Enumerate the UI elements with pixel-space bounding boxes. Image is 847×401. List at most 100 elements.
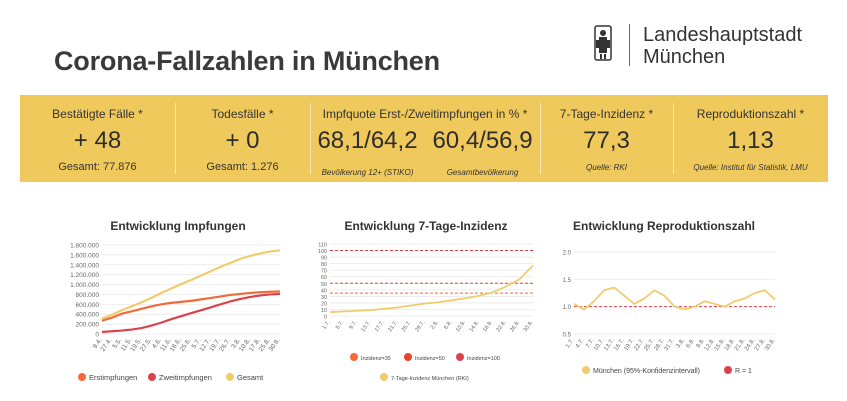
legend-marker xyxy=(582,366,590,374)
legend-label: 7-Tage-Inzidenz München (RKI) xyxy=(391,376,469,382)
x-tick-label: 6.8. xyxy=(686,337,697,349)
stat-incidence-value: 77,3 xyxy=(583,127,630,154)
chart-title: Entwicklung Impfungen xyxy=(110,219,245,233)
x-tick-label: 29.7. xyxy=(414,319,426,333)
y-tick-label: 1.400.000 xyxy=(70,262,99,269)
y-tick-label: 600.000 xyxy=(76,302,100,309)
x-tick-label: 7.7. xyxy=(585,337,596,349)
legend-label: R = 1 xyxy=(735,368,752,375)
x-tick-label: 31.7. xyxy=(664,337,677,352)
legend-marker xyxy=(226,373,234,381)
y-tick-label: 800.000 xyxy=(76,292,100,299)
x-tick-label: 6.8. xyxy=(443,319,453,330)
y-tick-label: 110 xyxy=(318,243,327,249)
x-tick-label: 1.7. xyxy=(321,319,331,330)
y-tick-label: 1.0 xyxy=(563,305,572,311)
x-tick-label: 2.8. xyxy=(430,319,440,330)
stat-deaths-value: + 0 xyxy=(225,127,260,154)
stat-vaccination-value-total: 60,4/56,9 xyxy=(432,127,533,154)
x-tick-label: 22.8. xyxy=(496,319,508,333)
legend-label: Inzidenz=35 xyxy=(361,356,391,362)
city-logo: Landeshauptstadt München xyxy=(588,24,802,68)
y-tick-label: 60 xyxy=(321,275,327,281)
stat-vaccination-label: Impfquote Erst-/Zweitimpfungen in % * xyxy=(322,107,528,121)
stat-reproduction: Reproduktionszahl * 1,13 Quelle: Institu… xyxy=(673,95,828,182)
series-line xyxy=(101,249,281,320)
brand-divider xyxy=(629,24,630,66)
stat-deaths-total: Gesamt: 1.276 xyxy=(206,161,279,173)
page-title: Corona-Fallzahlen in München xyxy=(54,46,440,76)
legend-label: München (95%-Konfidenzintervall) xyxy=(593,368,700,375)
stat-reproduction-label: Reproduktionszahl * xyxy=(696,107,805,121)
chart-title: Entwicklung 7-Tage-Inzidenz xyxy=(344,219,507,233)
y-tick-label: 100 xyxy=(318,249,327,255)
x-tick-label: 13.7. xyxy=(360,319,372,333)
legend-marker xyxy=(404,353,412,361)
y-tick-label: 30 xyxy=(321,295,327,301)
y-tick-label: 0.5 xyxy=(563,333,572,339)
y-tick-label: 400.000 xyxy=(76,312,100,319)
chart-vaccinations: Entwicklung Impfungen 1.800.000 1.600.000 1… xyxy=(60,210,290,390)
legend-label: Zweitimpfungen xyxy=(159,373,212,382)
x-tick-label: 5.7. xyxy=(335,319,345,330)
x-tick-label: 21.7. xyxy=(387,319,399,333)
stat-cases-total: Gesamt: 77.876 xyxy=(58,161,137,173)
y-tick-label: 40 xyxy=(321,288,327,294)
stat-cases: Bestätigte Fälle * + 48 Gesamt: 77.876 xyxy=(20,95,175,182)
y-tick-label: 2.0 xyxy=(563,251,572,257)
x-tick-label: 25.7. xyxy=(401,319,413,333)
chart-reproduction: Entwicklung Reproduktionszahl 2.0 1.5 1.0 0.… xyxy=(560,210,790,390)
y-tick-label: 70 xyxy=(321,269,327,275)
stat-incidence-label: 7-Tage-Inzidenz * xyxy=(559,107,654,121)
stat-vaccination-note-12plus: Bevölkerung 12+ (STIKO) xyxy=(321,168,414,177)
legend-marker xyxy=(724,366,732,374)
stat-reproduction-value: 1,13 xyxy=(727,127,774,154)
y-tick-label: 1.600.000 xyxy=(70,252,99,259)
stats-bar: Bestätigte Fälle * + 48 Gesamt: 77.876 T… xyxy=(20,95,828,182)
legend-label: Inzidenz=50 xyxy=(415,356,445,362)
y-tick-label: 200.000 xyxy=(76,322,100,329)
legend-label: Inzidenz=100 xyxy=(467,356,500,362)
y-tick-label: 90 xyxy=(321,256,327,262)
chart-incidence: Entwicklung 7-Tage-Inzidenz 110 100 90 80 70 6… xyxy=(318,210,548,390)
y-tick-label: 1.5 xyxy=(563,278,572,284)
y-tick-label: 1.800.000 xyxy=(70,243,99,250)
series-line xyxy=(329,264,534,313)
stat-incidence: 7-Tage-Inzidenz * 77,3 Quelle: RKI xyxy=(540,95,673,182)
brand-line-1: Landeshauptstadt xyxy=(643,24,803,46)
stat-vaccination: Impfquote Erst-/Zweitimpfungen in % * 68… xyxy=(310,95,540,182)
stat-cases-label: Bestätigte Fälle * xyxy=(52,107,143,121)
y-tick-label: 80 xyxy=(321,262,327,268)
legend-label: Gesamt xyxy=(237,373,264,382)
stat-deaths-label: Todesfälle * xyxy=(211,107,274,121)
stat-incidence-source: Quelle: RKI xyxy=(586,163,627,172)
y-tick-label: 1.200.000 xyxy=(70,272,99,279)
stat-vaccination-value-12plus: 68,1/64,2 xyxy=(317,127,418,154)
x-tick-label: 30.8. xyxy=(764,337,777,352)
y-tick-label: 50 xyxy=(321,282,327,288)
y-tick-label: 20 xyxy=(321,301,327,307)
x-tick-label: 9.7. xyxy=(349,319,359,330)
legend-marker xyxy=(380,373,388,381)
legend-marker xyxy=(78,373,86,381)
x-tick-label: 3.8. xyxy=(676,337,687,349)
x-tick-label: 14.8. xyxy=(469,319,481,333)
chart-reproduction-svg: Entwicklung Reproduktionszahl 2.0 1.5 1.0 0.… xyxy=(563,219,777,375)
x-tick-label: 26.8. xyxy=(509,319,521,333)
x-tick-label: 10.8. xyxy=(455,319,467,333)
series-line xyxy=(101,290,281,322)
stat-cases-value: + 48 xyxy=(73,127,122,154)
chart-incidence-svg: Entwicklung 7-Tage-Inzidenz1101009080706… xyxy=(318,219,535,382)
x-tick-label: 1.7. xyxy=(565,337,576,349)
y-tick-label: 0 xyxy=(324,315,327,321)
chart-vaccinations-svg: Entwicklung Impfungen 1.800.000 1.600.000 1… xyxy=(70,219,282,382)
stat-vaccination-note-total: Gesamtbevölkerung xyxy=(446,168,519,177)
legend-marker xyxy=(148,373,156,381)
munich-seal-icon xyxy=(594,25,612,61)
legend-marker xyxy=(456,353,464,361)
y-tick-label: 1.000.000 xyxy=(70,282,99,289)
legend-label: Erstimpfungen xyxy=(89,373,137,382)
y-tick-label: 10 xyxy=(321,308,327,314)
chart-title: Entwicklung Reproduktionszahl xyxy=(573,219,755,233)
x-tick-label: 17.7. xyxy=(374,319,386,333)
